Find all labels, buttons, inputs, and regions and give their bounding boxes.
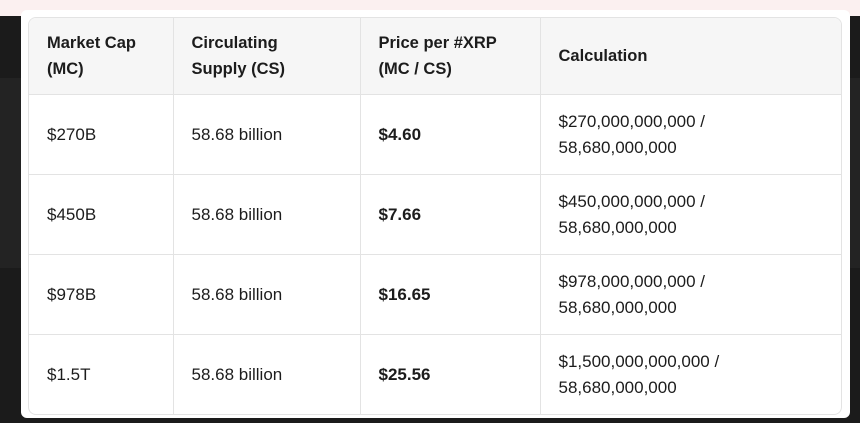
calc-numerator: $270,000,000,000 / [558, 111, 706, 131]
header-price-per-xrp: Price per #XRP (MC / CS) [360, 18, 541, 95]
header-circulating-supply: Circulating Supply (CS) [173, 18, 361, 95]
table-row: $450B 58.68 billion $7.66 $450,000,000,0… [29, 174, 841, 255]
calc-numerator: $450,000,000,000 / [558, 191, 706, 211]
calc-numerator: $1,500,000,000,000 / [558, 351, 720, 371]
calculation-cell: $270,000,000,000 / 58,680,000,000 [540, 94, 841, 175]
supply-cell: 58.68 billion [173, 334, 361, 414]
market-cap-cell: $978B [29, 254, 174, 335]
market-cap-cell: $450B [29, 174, 174, 255]
xrp-price-table: Market Cap (MC) Circulating Supply (CS) … [29, 18, 841, 414]
price-cell: $25.56 [360, 334, 541, 414]
header-calculation: Calculation [540, 18, 841, 95]
calculation-cell: $450,000,000,000 / 58,680,000,000 [540, 174, 841, 255]
market-cap-cell: $270B [29, 94, 174, 175]
table-header-row: Market Cap (MC) Circulating Supply (CS) … [29, 18, 841, 95]
header-market-cap: Market Cap (MC) [29, 18, 174, 95]
supply-cell: 58.68 billion [173, 94, 361, 175]
calc-numerator: $978,000,000,000 / [558, 271, 706, 291]
price-cell: $16.65 [360, 254, 541, 335]
table-row: $270B 58.68 billion $4.60 $270,000,000,0… [29, 94, 841, 175]
calc-denominator: 58,680,000,000 [558, 137, 677, 157]
supply-cell: 58.68 billion [173, 254, 361, 335]
calculation-cell: $978,000,000,000 / 58,680,000,000 [540, 254, 841, 335]
supply-cell: 58.68 billion [173, 174, 361, 255]
price-cell: $4.60 [360, 94, 541, 175]
calc-denominator: 58,680,000,000 [558, 377, 677, 397]
calculation-cell: $1,500,000,000,000 / 58,680,000,000 [540, 335, 841, 415]
price-cell: $7.66 [360, 174, 541, 255]
table-container: Market Cap (MC) Circulating Supply (CS) … [28, 17, 842, 415]
table-row: $1.5T 58.68 billion $25.56 $1,500,000,00… [29, 334, 841, 415]
table-row: $978B 58.68 billion $16.65 $978,000,000,… [29, 254, 841, 335]
table-card: Market Cap (MC) Circulating Supply (CS) … [21, 10, 850, 418]
market-cap-cell: $1.5T [29, 334, 174, 414]
calc-denominator: 58,680,000,000 [558, 217, 677, 237]
calc-denominator: 58,680,000,000 [558, 297, 677, 317]
